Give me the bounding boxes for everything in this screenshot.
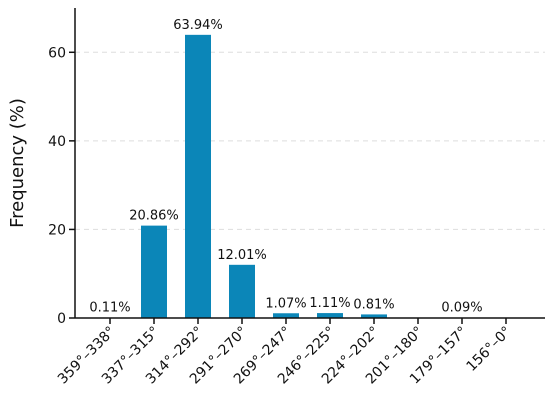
y-tick-label-0: 0 bbox=[57, 311, 66, 327]
bar-5 bbox=[317, 313, 343, 318]
data-label-6: 0.81% bbox=[353, 297, 394, 312]
y-tick-label-40: 40 bbox=[48, 134, 66, 150]
x-tick-label-9: 156°–0° bbox=[463, 324, 514, 375]
data-label-8: 0.09% bbox=[441, 301, 482, 316]
data-label-4: 1.07% bbox=[265, 296, 306, 311]
data-label-2: 63.94% bbox=[173, 18, 223, 33]
data-label-3: 12.01% bbox=[217, 248, 267, 263]
y-ticks: 0 20 40 60 bbox=[48, 45, 75, 327]
bar-3 bbox=[229, 264, 255, 318]
data-labels: 0.11% 20.86% 63.94% 12.01% 1.07% 1.11% 0.81% 0.… bbox=[89, 18, 482, 316]
data-label-1: 20.86% bbox=[129, 209, 179, 224]
data-label-5: 1.11% bbox=[309, 296, 350, 311]
y-tick-label-60: 60 bbox=[48, 45, 66, 61]
gridlines bbox=[75, 51, 545, 230]
y-tick-label-20: 20 bbox=[48, 222, 66, 238]
y-axis-title: Frequency (%) bbox=[7, 98, 28, 228]
bars bbox=[97, 34, 475, 318]
bar-6 bbox=[361, 314, 387, 318]
data-label-0: 0.11% bbox=[89, 301, 130, 316]
bar-1 bbox=[141, 225, 167, 318]
bar-2 bbox=[185, 34, 211, 318]
bar-4 bbox=[273, 313, 299, 318]
x-ticks: 359°–338°337°–315°314°–292°291°–270°269°… bbox=[55, 318, 515, 387]
